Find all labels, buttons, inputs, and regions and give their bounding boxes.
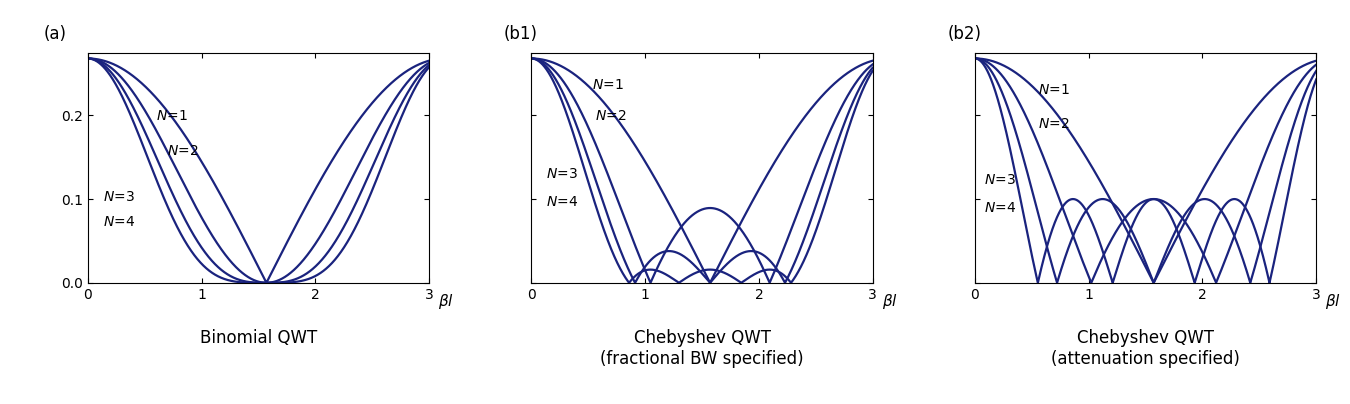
- Text: Binomial QWT: Binomial QWT: [200, 329, 317, 347]
- Text: Chebyshev QWT
(attenuation specified): Chebyshev QWT (attenuation specified): [1052, 329, 1241, 368]
- X-axis label: $\beta l$: $\beta l$: [439, 292, 454, 311]
- Text: Chebyshev QWT
(fractional BW specified): Chebyshev QWT (fractional BW specified): [601, 329, 803, 368]
- Text: $N\!=\!2$: $N\!=\!2$: [167, 144, 200, 158]
- Text: $N\!=\!4$: $N\!=\!4$: [547, 195, 579, 209]
- Text: (b2): (b2): [948, 25, 981, 43]
- Text: (b1): (b1): [504, 25, 539, 43]
- Text: $N\!=\!4$: $N\!=\!4$: [984, 201, 1017, 215]
- Text: $N\!=\!3$: $N\!=\!3$: [547, 167, 579, 181]
- Text: (a): (a): [43, 25, 66, 43]
- Text: $N\!=\!3$: $N\!=\!3$: [103, 190, 135, 204]
- X-axis label: $\beta l$: $\beta l$: [1326, 292, 1342, 311]
- Text: $N\!=\!1$: $N\!=\!1$: [157, 109, 189, 122]
- Text: $N\!=\!2$: $N\!=\!2$: [1038, 117, 1069, 131]
- Text: $N\!=\!4$: $N\!=\!4$: [103, 215, 135, 229]
- Text: $N\!=\!2$: $N\!=\!2$: [595, 109, 628, 122]
- X-axis label: $\beta l$: $\beta l$: [882, 292, 898, 311]
- Text: $N\!=\!3$: $N\!=\!3$: [984, 173, 1017, 187]
- Text: $N\!=\!1$: $N\!=\!1$: [1038, 83, 1071, 97]
- Text: $N\!=\!1$: $N\!=\!1$: [591, 78, 624, 92]
